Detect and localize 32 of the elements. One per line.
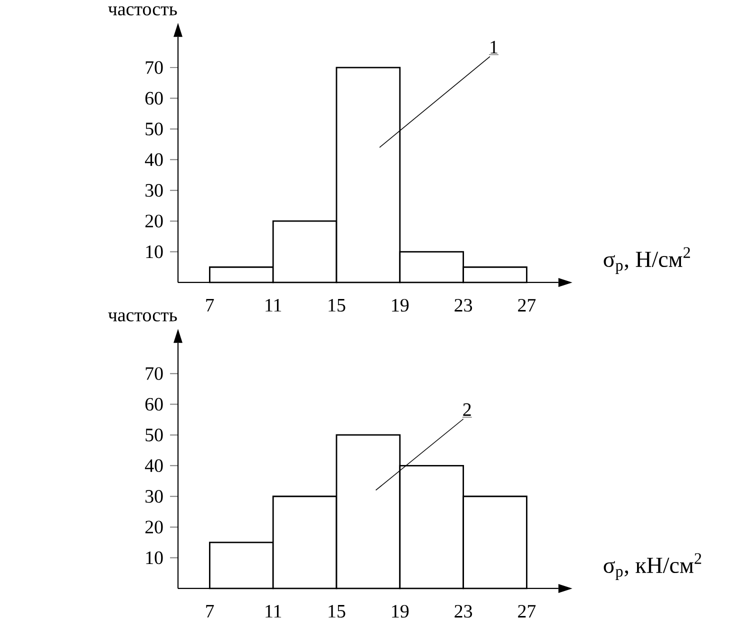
x-tick-label: 15 [328, 298, 346, 312]
x-tick-label: 11 [266, 298, 282, 312]
x-tick-label: 7 [206, 298, 214, 312]
y-tick-label: 40 [144, 459, 163, 472]
x-tick-label: 15 [328, 604, 346, 618]
y-tick-label: 60 [145, 398, 163, 410]
y-tick-label: 10 [146, 245, 163, 258]
x-tick-label: 23 [454, 604, 472, 618]
annotation: 2 [463, 403, 471, 416]
y-axis-title: частость [108, 312, 177, 322]
x-tick-label: 27 [518, 604, 536, 618]
x-axis-title: σ$_{р}$, кН/см$^{2}$ [604, 552, 702, 580]
x-tick-label: 27 [518, 298, 536, 312]
x-tick-label: 11 [266, 604, 282, 618]
y-tick-label: 50 [146, 428, 163, 442]
annotation: 1 [490, 40, 498, 54]
y-tick-label: 70 [146, 60, 163, 74]
x-tick-label: 23 [454, 298, 472, 312]
y-tick-label: 60 [145, 92, 163, 104]
y-tick-label: 30 [146, 490, 163, 503]
y-axis-title: частость [108, 6, 177, 16]
x-tick-label: 19 [392, 298, 409, 312]
y-tick-label: 70 [146, 366, 163, 380]
y-tick-label: 50 [146, 122, 163, 136]
y-tick-label: 30 [146, 184, 163, 197]
x-tick-label: 7 [206, 604, 214, 618]
x-axis-title: σ$_{р}$, Н/см$^{2}$ [604, 246, 690, 274]
y-tick-label: 20 [145, 214, 163, 228]
y-tick-label: 40 [144, 153, 163, 166]
y-tick-label: 20 [145, 520, 163, 534]
x-tick-label: 19 [392, 604, 409, 618]
y-tick-label: 10 [146, 551, 163, 564]
